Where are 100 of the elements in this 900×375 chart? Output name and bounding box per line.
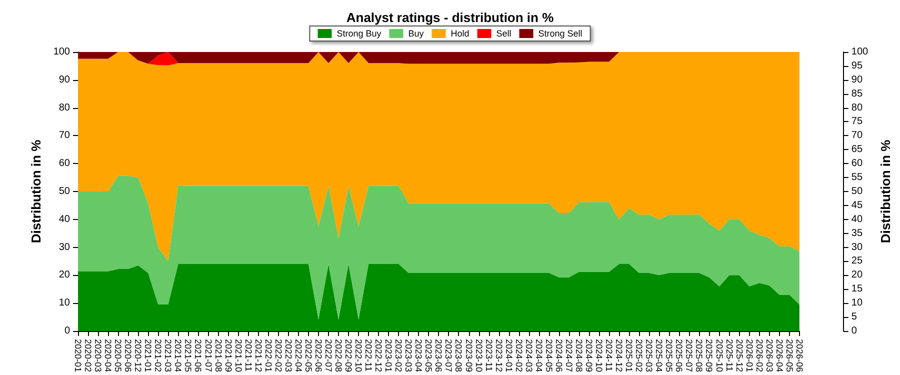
y-tick-label: 80 <box>58 102 70 114</box>
x-tick-label: 2024-02 <box>514 338 524 372</box>
y2-tick-label: 70 <box>851 130 863 142</box>
x-tick-label: 2025-01 <box>624 338 634 372</box>
x-tick-label: 2024-03 <box>524 338 534 372</box>
x-tick-label: 2020-04 <box>103 338 114 372</box>
y2-tick-label: 35 <box>851 228 863 239</box>
y2-tick-label: 50 <box>851 186 863 197</box>
legend-label: Strong Buy <box>336 28 382 38</box>
y2-tick-label: 75 <box>851 116 863 128</box>
x-tick-label: 2020-12 <box>133 338 144 372</box>
x-tick-label: 2022-06 <box>313 338 324 372</box>
y2-tick-label: 80 <box>851 102 863 114</box>
y2-tick-label: 55 <box>851 172 863 184</box>
y2-tick-label: 5 <box>851 312 858 323</box>
x-tick-label: 2022-10 <box>354 338 364 372</box>
y-tick-label: 50 <box>58 186 70 197</box>
legend-label: Hold <box>450 28 470 38</box>
y2-tick-label: 60 <box>851 158 863 170</box>
y-tick-label: 90 <box>58 74 70 86</box>
x-tick-label: 2023-02 <box>394 338 404 372</box>
x-tick-label: 2026-03 <box>764 338 774 372</box>
y2-tick-label: 40 <box>851 214 863 225</box>
y2-tick-label: 95 <box>851 60 863 72</box>
x-tick-label: 2023-11 <box>484 338 494 372</box>
x-tick-label: 2021-04 <box>173 338 184 372</box>
x-tick-label: 2026-05 <box>784 338 794 372</box>
x-tick-label: 2021-01 <box>143 338 154 372</box>
legend-label: Strong Sell <box>538 28 582 38</box>
x-tick-label: 2020-03 <box>93 338 104 372</box>
x-tick-label: 2024-10 <box>594 338 604 372</box>
y2-tick-label: 15 <box>851 284 863 295</box>
x-tick-label: 2021-08 <box>213 338 224 372</box>
y2-tick-label: 45 <box>851 200 863 211</box>
x-tick-label: 2022-09 <box>344 338 354 372</box>
x-tick-label: 2021-06 <box>193 338 204 372</box>
y-tick-label: 100 <box>53 46 70 58</box>
x-tick-label: 2020-05 <box>113 338 124 372</box>
x-tick-label: 2021-03 <box>163 338 174 372</box>
legend-label: Sell <box>496 28 512 38</box>
x-tick-label: 2020-02 <box>83 338 94 372</box>
x-tick-label: 2024-12 <box>614 338 624 372</box>
x-tick-label: 2023-06 <box>434 338 444 372</box>
x-tick-label: 2026-04 <box>774 338 784 372</box>
x-tick-label: 2024-01 <box>504 338 514 372</box>
x-tick-label: 2025-09 <box>704 338 714 372</box>
y-tick-label: 30 <box>58 242 70 253</box>
x-tick-label: 2021-09 <box>223 338 234 372</box>
y2-tick-label: 65 <box>851 144 863 156</box>
x-tick-label: 2025-03 <box>644 338 654 372</box>
x-tick-label: 2024-11 <box>604 338 614 372</box>
x-tick-label: 2022-07 <box>323 338 334 372</box>
x-tick-label: 2025-11 <box>724 338 734 372</box>
y2-tick-label: 100 <box>851 46 869 58</box>
x-tick-label: 2025-05 <box>664 338 674 372</box>
x-tick-label: 2024-05 <box>544 338 554 372</box>
y2-tick-label: 0 <box>851 325 858 336</box>
x-tick-label: 2024-07 <box>564 338 574 372</box>
y-tick-label: 60 <box>58 158 70 170</box>
x-tick-label: 2022-11 <box>364 338 374 372</box>
legend-label: Buy <box>408 28 424 38</box>
y-tick-label: 0 <box>64 325 70 336</box>
x-tick-label: 2023-09 <box>464 338 474 372</box>
x-tick-label: 2023-12 <box>494 338 504 372</box>
y2-axis-title: Distribution in % <box>878 139 893 244</box>
y-tick-label: 20 <box>58 270 70 281</box>
x-tick-label: 2026-01 <box>744 338 754 372</box>
x-tick-label: 2022-03 <box>283 338 294 372</box>
x-tick-label: 2025-08 <box>694 338 704 372</box>
x-tick-label: 2021-11 <box>243 338 254 372</box>
y2-tick-label: 10 <box>851 298 863 309</box>
x-tick-label: 2025-06 <box>674 338 684 372</box>
x-tick-label: 2022-01 <box>263 338 274 372</box>
x-tick-label: 2021-05 <box>183 338 194 372</box>
x-tick-label: 2022-08 <box>334 338 344 372</box>
x-tick-label: 2024-04 <box>534 338 544 372</box>
x-tick-label: 2023-04 <box>414 338 424 372</box>
x-tick-label: 2020-06 <box>123 338 134 372</box>
y-tick-label: 70 <box>58 130 70 142</box>
x-tick-label: 2025-02 <box>634 338 644 372</box>
y2-tick-label: 25 <box>851 256 863 267</box>
x-tick-label: 2021-10 <box>233 338 244 372</box>
y-axis-title: Distribution in % <box>28 139 44 244</box>
x-tick-label: 2023-10 <box>474 338 484 372</box>
x-tick-label: 2026-06 <box>794 338 804 372</box>
y2-tick-label: 30 <box>851 242 863 253</box>
y2-tick-label: 20 <box>851 270 863 281</box>
x-tick-label: 2026-02 <box>754 338 764 372</box>
x-tick-label: 2024-06 <box>554 338 564 372</box>
y-tick-label: 10 <box>58 298 70 309</box>
x-tick-label: 2021-12 <box>253 338 264 372</box>
chart-title: Analyst ratings - distribution in % <box>346 10 554 25</box>
x-tick-label: 2024-09 <box>584 338 594 372</box>
x-tick-label: 2021-07 <box>203 338 214 372</box>
x-tick-label: 2024-08 <box>574 338 584 372</box>
y-tick-label: 40 <box>58 214 70 225</box>
x-tick-label: 2021-02 <box>153 338 164 372</box>
x-tick-label: 2023-03 <box>404 338 414 372</box>
x-tick-label: 2023-05 <box>424 338 434 372</box>
x-tick-label: 2022-05 <box>303 338 314 372</box>
